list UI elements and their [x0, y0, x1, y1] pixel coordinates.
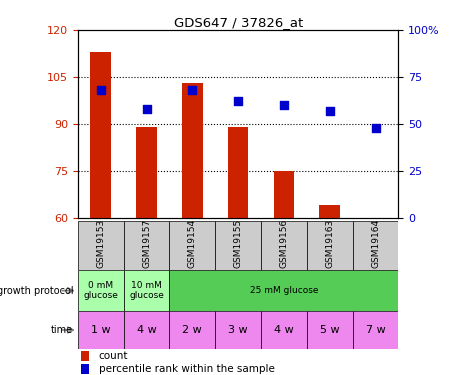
Text: 25 mM glucose: 25 mM glucose	[250, 286, 318, 295]
Bar	[261, 311, 307, 349]
Bar	[169, 311, 215, 349]
Bar	[261, 221, 307, 270]
Bar	[169, 221, 215, 270]
Bar	[124, 270, 169, 311]
Bar	[136, 127, 157, 218]
Bar	[124, 311, 169, 349]
Bar	[90, 52, 111, 217]
Text: percentile rank within the sample: percentile rank within the sample	[99, 364, 275, 374]
Text: 4 w: 4 w	[136, 325, 157, 335]
Bar	[81, 364, 89, 374]
Text: 10 mM
glucose: 10 mM glucose	[129, 281, 164, 300]
Bar	[353, 221, 398, 270]
Bar	[273, 171, 294, 217]
Bar	[78, 311, 124, 349]
Text: growth protocol: growth protocol	[0, 286, 73, 296]
Text: GSM19163: GSM19163	[325, 218, 334, 268]
Text: count: count	[99, 351, 128, 361]
Text: GSM19164: GSM19164	[371, 218, 380, 268]
Text: GSM19154: GSM19154	[188, 218, 197, 268]
Text: time: time	[51, 325, 73, 335]
Bar	[169, 270, 398, 311]
Point	[189, 87, 196, 93]
Text: 2 w: 2 w	[182, 325, 202, 335]
Bar	[353, 311, 398, 349]
Point	[97, 87, 104, 93]
Bar	[78, 270, 124, 311]
Bar	[78, 221, 124, 270]
Bar	[215, 221, 261, 270]
Text: GSM19156: GSM19156	[279, 218, 289, 268]
Text: 3 w: 3 w	[229, 325, 248, 335]
Point	[372, 124, 379, 130]
Text: GSM19153: GSM19153	[96, 218, 105, 268]
Text: 4 w: 4 w	[274, 325, 294, 335]
Bar	[215, 311, 261, 349]
Bar	[228, 127, 248, 218]
Bar	[319, 205, 340, 218]
Text: 7 w: 7 w	[365, 325, 386, 335]
Point	[143, 106, 150, 112]
Point	[234, 98, 242, 104]
Text: GSM19155: GSM19155	[234, 218, 243, 268]
Bar	[124, 221, 169, 270]
Bar	[307, 311, 353, 349]
Title: GDS647 / 37826_at: GDS647 / 37826_at	[174, 16, 303, 29]
Bar	[182, 83, 202, 218]
Bar	[81, 351, 89, 361]
Text: GSM19157: GSM19157	[142, 218, 151, 268]
Point	[326, 108, 333, 114]
Point	[280, 102, 288, 108]
Text: 0 mM
glucose: 0 mM glucose	[83, 281, 118, 300]
Text: 1 w: 1 w	[91, 325, 110, 335]
Bar	[307, 221, 353, 270]
Text: 5 w: 5 w	[320, 325, 339, 335]
